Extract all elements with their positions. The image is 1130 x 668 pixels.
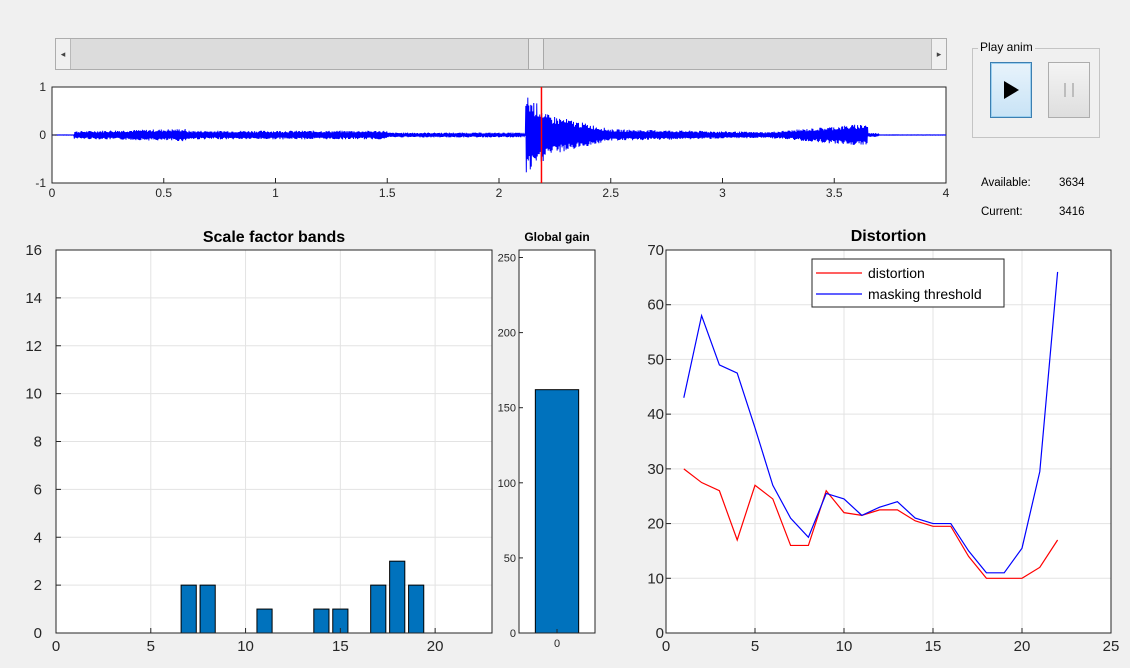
available-value: 3634 xyxy=(1059,177,1085,189)
gg-y-tick-label: 100 xyxy=(498,478,516,490)
sfb-y-tick-label: 0 xyxy=(34,625,42,642)
waveform-x-tick-label: 0 xyxy=(49,186,56,200)
sfb-x-tick-label: 20 xyxy=(427,638,444,655)
sfb-y-tick-label: 2 xyxy=(34,577,42,594)
current-value: 3416 xyxy=(1059,206,1085,218)
waveform-y-tick-label: 1 xyxy=(39,80,46,94)
dist-y-tick-label: 60 xyxy=(647,297,664,314)
sfb-y-tick-label: 12 xyxy=(25,338,42,355)
sfb-x-tick-label: 10 xyxy=(237,638,254,655)
scrollbar-thumb[interactable] xyxy=(527,39,544,69)
gg-bar xyxy=(534,389,580,634)
dist-y-tick-label: 20 xyxy=(647,516,664,533)
gg-title: Global gain xyxy=(524,230,589,244)
dist-y-tick-label: 50 xyxy=(647,351,664,368)
waveform-signal xyxy=(51,97,947,173)
sfb-x-tick-label: 5 xyxy=(147,638,155,655)
dist-x-tick-label: 15 xyxy=(925,638,942,655)
waveform-x-tick-label: 3 xyxy=(719,186,726,200)
dist-x-tick-label: 25 xyxy=(1103,638,1120,655)
current-label: Current: xyxy=(981,206,1023,218)
time-scrollbar[interactable]: ◂ ▸ xyxy=(55,38,947,70)
sfb-bar xyxy=(370,584,387,634)
sfb-bar xyxy=(180,584,197,634)
waveform-y-tick-label: -1 xyxy=(35,176,46,190)
gg-y-tick-label: 150 xyxy=(498,403,516,415)
waveform-x-tick-label: 2 xyxy=(496,186,503,200)
dist-x-tick-label: 10 xyxy=(836,638,853,655)
sfb-y-tick-label: 6 xyxy=(34,481,42,498)
play-anim-title: Play anim xyxy=(978,40,1035,54)
sfb-y-tick-label: 14 xyxy=(25,290,42,307)
scroll-left-arrow-icon[interactable]: ◂ xyxy=(56,39,71,69)
dist-y-tick-label: 30 xyxy=(647,461,664,478)
dist-y-tick-label: 70 xyxy=(647,242,664,259)
waveform-x-tick-label: 1 xyxy=(272,186,279,200)
gg-y-tick-label: 50 xyxy=(504,553,516,565)
waveform-x-tick-label: 2.5 xyxy=(602,186,619,200)
waveform-x-tick-label: 4 xyxy=(943,186,950,200)
dist-legend-label: masking threshold xyxy=(868,286,982,302)
dist-legend xyxy=(811,258,1005,308)
sfb-bar xyxy=(408,584,425,634)
gg-y-tick-label: 0 xyxy=(510,628,516,640)
sfb-bar xyxy=(199,584,216,634)
dist-x-tick-label: 0 xyxy=(662,638,670,655)
sfb-bar xyxy=(313,608,330,634)
gg-y-tick-label: 250 xyxy=(498,253,516,265)
gg-y-tick-label: 200 xyxy=(498,328,516,340)
scroll-right-arrow-icon[interactable]: ▸ xyxy=(931,39,946,69)
sfb-y-tick-label: 10 xyxy=(25,386,42,403)
dist-x-tick-label: 20 xyxy=(1014,638,1031,655)
waveform-x-tick-label: 3.5 xyxy=(826,186,843,200)
dist-frame xyxy=(665,249,1112,634)
dist-y-tick-label: 0 xyxy=(656,625,664,642)
waveform-y-tick-label: 0 xyxy=(39,128,46,142)
dist-series-distortion-line xyxy=(683,468,1059,579)
sfb-title: Scale factor bands xyxy=(203,229,345,246)
play-anim-panel xyxy=(972,48,1100,138)
play-icon xyxy=(1004,81,1019,99)
dist-series-masking-threshold-line xyxy=(683,271,1059,574)
dist-legend-label: distortion xyxy=(868,265,925,281)
sfb-y-tick-label: 16 xyxy=(25,242,42,259)
sfb-bar xyxy=(389,560,406,634)
sfb-y-tick-label: 4 xyxy=(34,529,42,546)
dist-y-tick-label: 10 xyxy=(647,570,664,587)
pause-icon xyxy=(1064,83,1074,97)
dist-title: Distortion xyxy=(851,228,927,245)
gg-x-tick-label: 0 xyxy=(554,638,560,650)
sfb-x-tick-label: 0 xyxy=(52,638,60,655)
pause-button[interactable] xyxy=(1048,62,1090,118)
sfb-y-tick-label: 8 xyxy=(34,434,42,451)
sfb-bar xyxy=(256,608,273,634)
dist-y-tick-label: 40 xyxy=(647,406,664,423)
dist-x-tick-label: 5 xyxy=(751,638,759,655)
waveform-x-tick-label: 1.5 xyxy=(379,186,396,200)
sfb-x-tick-label: 15 xyxy=(332,638,349,655)
play-button[interactable] xyxy=(990,62,1032,118)
waveform-x-tick-label: 0.5 xyxy=(155,186,172,200)
available-label: Available: xyxy=(981,177,1031,189)
